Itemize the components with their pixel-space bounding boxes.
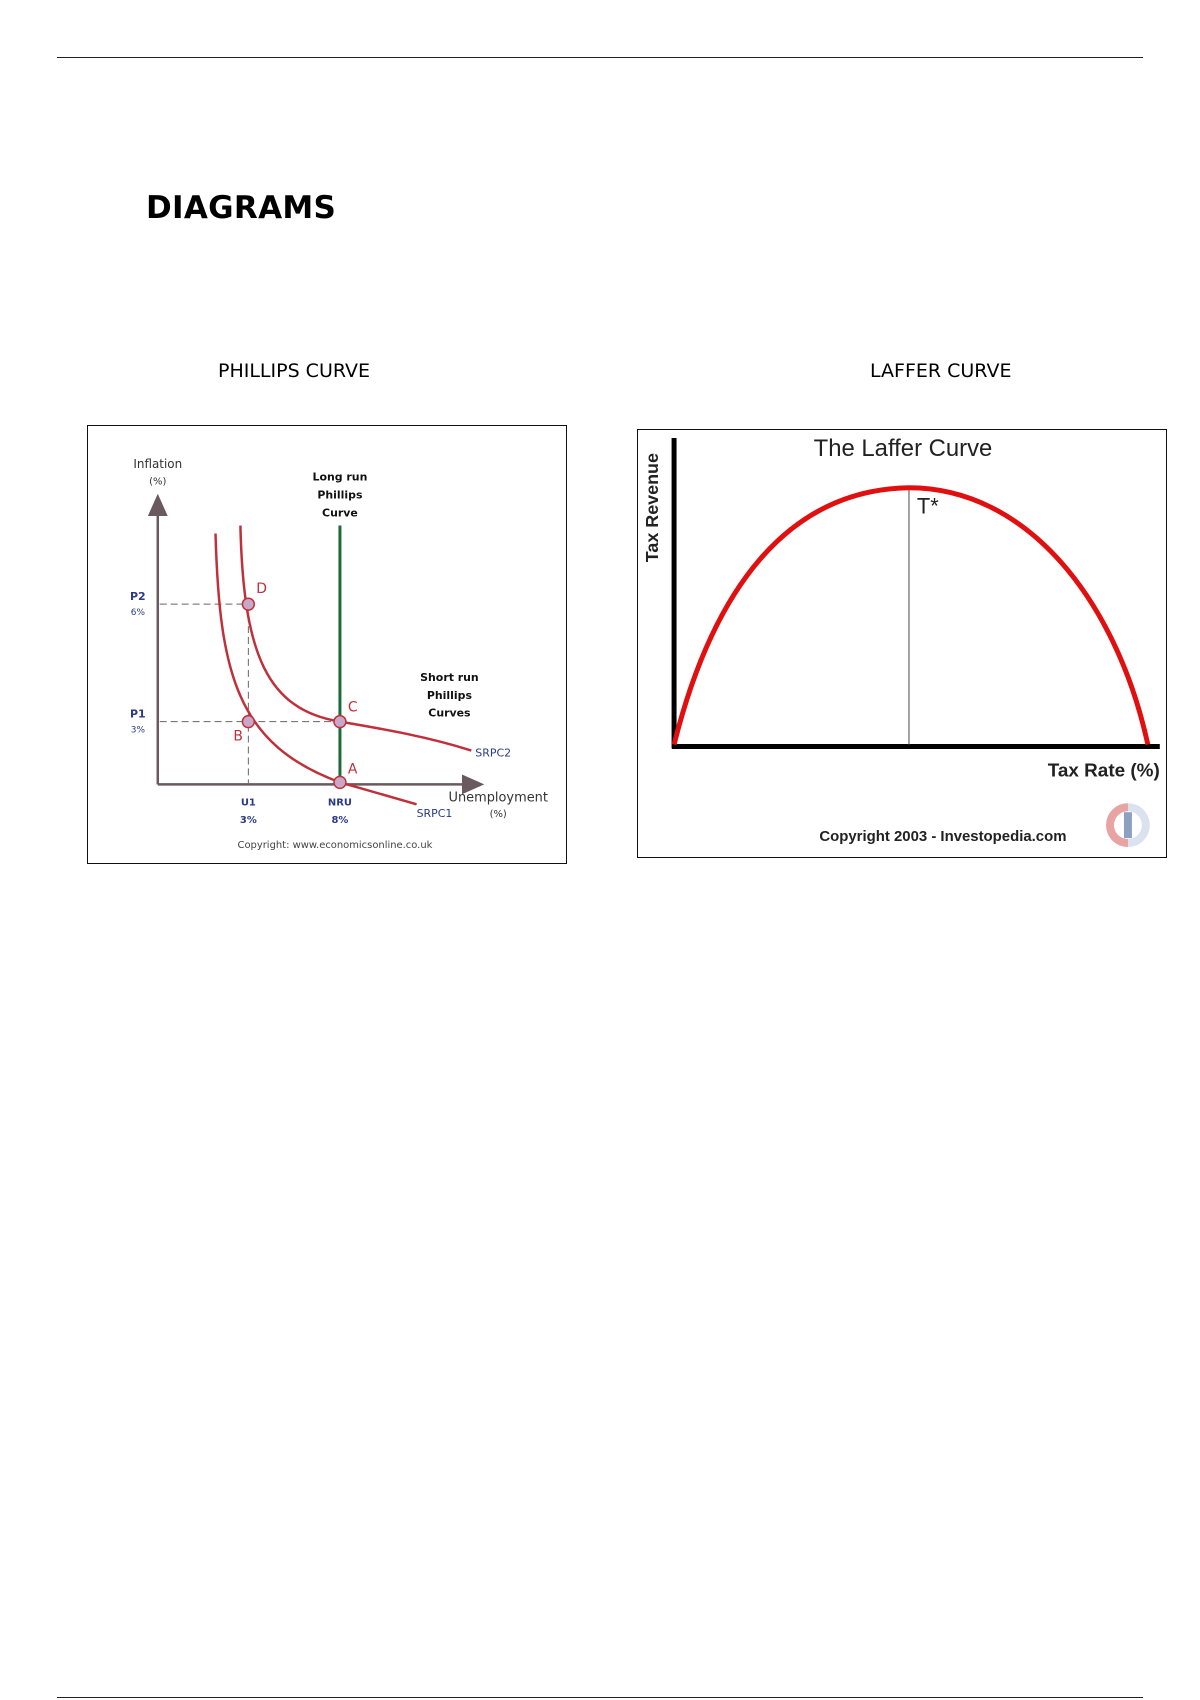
u1-tick-label: U1 (241, 797, 256, 808)
laffer-curve (671, 485, 1151, 746)
lrpc-label-line-1: Long run (313, 471, 368, 484)
srpc-label-line-1: Short run (420, 671, 479, 684)
p2-tick-label: P2 (130, 590, 146, 603)
laffer-x-axis-label: Tax Rate (%) (1048, 760, 1160, 781)
laffer-curve-figure: The Laffer Curve T* Tax Revenue Tax Rate… (637, 429, 1167, 858)
phillips-x-axis-label: Unemployment (448, 790, 547, 805)
phillips-diagram: D B C A Inflation (%) P2 6% P1 3% U1 3% … (130, 457, 548, 851)
nru-tick-label: NRU (328, 797, 352, 808)
u1-tick-value: 3% (240, 815, 257, 826)
srpc-label-line-2: Phillips (427, 689, 472, 702)
laffer-caption: LAFFER CURVE (870, 360, 1012, 382)
srpc1-curve (214, 533, 417, 806)
laffer-title: The Laffer Curve (814, 435, 993, 462)
point-b-marker (241, 714, 256, 729)
laffer-y-axis-label: Tax Revenue (642, 453, 662, 562)
point-d-label: D (256, 581, 267, 597)
bottom-rule (57, 1697, 1143, 1698)
phillips-curve-figure: D B C A Inflation (%) P2 6% P1 3% U1 3% … (87, 425, 567, 864)
phillips-copyright: Copyright: www.economicsonline.co.uk (238, 840, 433, 851)
peak-label: T* (917, 494, 939, 519)
top-rule (57, 57, 1143, 58)
phillips-y-axis-unit: (%) (149, 477, 166, 488)
laffer-diagram: The Laffer Curve T* Tax Revenue Tax Rate… (642, 435, 1160, 848)
lrpc-label-line-2: Phillips (317, 489, 362, 502)
point-b-label: B (233, 729, 243, 745)
p2-tick-value: 6% (131, 608, 145, 618)
point-a-label: A (348, 761, 358, 777)
investopedia-logo-icon (1106, 803, 1150, 848)
srpc2-label: SRPC2 (475, 746, 511, 759)
phillips-x-axis-unit: (%) (490, 809, 507, 820)
point-a-marker (333, 775, 347, 790)
phillips-caption: PHILLIPS CURVE (218, 360, 371, 382)
point-c-label: C (348, 700, 358, 716)
srpc2-curve (239, 525, 472, 752)
phillips-y-axis-label: Inflation (133, 457, 182, 471)
page-heading: DIAGRAMS (146, 190, 337, 226)
lrpc-label-line-3: Curve (322, 507, 358, 520)
p1-tick-value: 3% (131, 726, 145, 736)
srpc1-label: SRPC1 (417, 807, 453, 820)
srpc-label-line-3: Curves (428, 707, 470, 720)
nru-tick-value: 8% (332, 815, 349, 826)
laffer-copyright: Copyright 2003 - Investopedia.com (819, 828, 1066, 845)
point-d-marker (241, 597, 256, 611)
point-c-marker (333, 714, 347, 729)
p1-tick-label: P1 (130, 708, 146, 721)
